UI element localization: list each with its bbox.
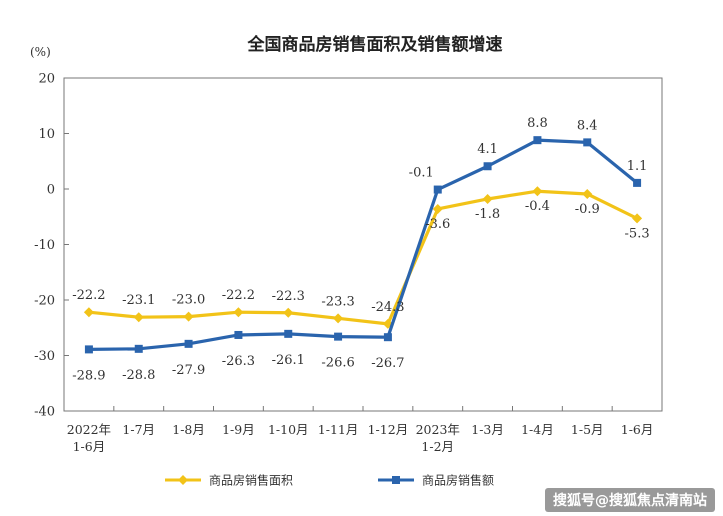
x-tick-label: 1-9月 [222,422,255,437]
area-data-label: -23.3 [321,294,354,309]
amount-data-point [633,178,642,187]
x-tick-label: 1-8月 [172,422,205,437]
area-data-point [133,312,144,323]
plot-frame [63,77,663,412]
y-tick-label: -10 [34,238,55,253]
x-tick-label: 1-4月 [521,422,554,437]
area-data-point [333,313,344,324]
y-tick-label: 10 [38,127,55,142]
x-tick-label: 2023年 [416,422,460,437]
amount-data-point [134,344,143,353]
y-tick-label: -20 [34,294,55,309]
area-data-label: -22.2 [72,288,105,303]
amount-data-label: 4.1 [477,142,498,157]
area-data-label: -22.2 [222,288,255,303]
series-line-1 [88,138,639,351]
area-data-point [582,188,593,199]
y-axis-unit: (%) [30,45,51,59]
axes: 20 10 0 -10 -20 -30 -40 2022年 1-6月 1-7月 1-8月 1-9月 1-… [34,72,663,454]
amount-data-point [334,332,343,341]
x-tick-label: 1-10月 [268,422,309,437]
legend: 商品房销售面积 商品房销售额 [165,473,494,488]
watermark-text: 搜狐号@搜狐焦点清南站 [553,493,707,509]
area-data-label: -0.9 [575,202,600,217]
x-tick-label: 1-11月 [318,422,359,437]
amount-data-label: -26.3 [222,354,255,369]
area-data-label: -24.3 [371,300,404,315]
amount-data-point [284,329,293,338]
legend-label-0: 商品房销售面积 [209,473,293,488]
amount-data-point [84,345,93,354]
y-tick-label: -40 [34,405,55,420]
area-data-point [532,186,543,197]
amount-data-label: -26.6 [321,356,354,371]
area-data-point [283,307,294,318]
amount-data-point [433,185,442,194]
area-data-label: -23.1 [122,293,155,308]
area-data-point [482,193,493,204]
area-data-point [183,311,194,322]
x-tick-label: 1-2月 [421,439,454,454]
amount-data-label: 1.1 [627,159,648,174]
legend-marker-1 [392,476,400,484]
area-data-point [83,307,94,318]
amount-data-point [533,136,542,145]
y-tick-label: 20 [38,72,55,87]
x-tick-label: 1-5月 [571,422,604,437]
amount-data-label: -26.7 [371,356,404,371]
watermark: 搜狐号@搜狐焦点清南站 [545,488,715,512]
area-data-point [432,203,443,214]
amount-data-label: 8.4 [577,118,598,133]
amount-data-label: -28.9 [72,368,105,383]
x-tick-label: 1-3月 [471,422,504,437]
area-data-label: -3.6 [425,217,450,232]
area-data-label: -0.4 [525,199,550,214]
legend-marker-0 [178,475,188,485]
x-tick-label: 1-12月 [368,422,409,437]
x-tick-label: 1-7月 [122,422,155,437]
amount-data-label: -27.9 [172,363,205,378]
amount-data-label: 8.8 [527,116,548,131]
x-tick-label: 1-6月 [621,422,654,437]
x-tick-label: 1-6月 [73,439,106,454]
amount-data-point [383,333,392,342]
amount-data-point [184,339,193,348]
y-tick-label: 0 [47,183,55,198]
amount-data-label: -28.8 [122,368,155,383]
amount-data-point [483,162,492,171]
area-data-label: -22.3 [272,289,305,304]
area-data-point [233,307,244,318]
series-line-0 [88,189,638,326]
area-data-point [632,213,643,224]
legend-label-1: 商品房销售额 [422,473,494,488]
area-data-label: -5.3 [625,226,650,241]
series-lines [83,136,643,354]
y-tick-label: -30 [34,349,55,364]
data-labels: -22.2 -23.1 -23.0 -22.2 -22.3 -23.3 -24.3 -3.6 -… [72,116,649,383]
amount-data-label: -0.1 [409,166,434,181]
area-data-label: -1.8 [475,207,500,222]
x-tick-label: 2022年 [67,422,111,437]
area-data-label: -23.0 [172,293,205,308]
amount-data-point [583,138,592,147]
amount-data-point [234,330,243,339]
amount-data-label: -26.1 [272,353,305,368]
chart-title: 全国商品房销售面积及销售额增速 [247,34,503,55]
